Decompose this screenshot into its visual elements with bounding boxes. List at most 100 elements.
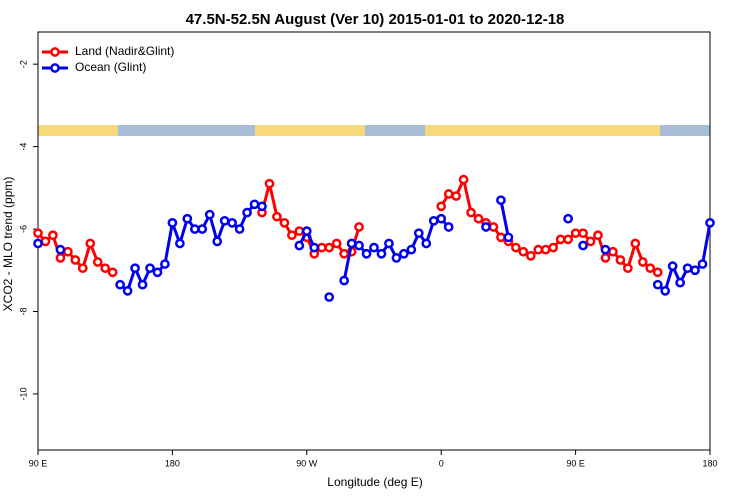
- data-point: [623, 263, 633, 274]
- data-point: [630, 238, 641, 249]
- legend-label: Ocean (Glint): [75, 60, 146, 74]
- x-axis-label: Longitude (deg E): [327, 475, 422, 489]
- legend-label: Land (Nadir&Glint): [75, 44, 174, 58]
- data-point: [406, 244, 417, 255]
- data-point: [413, 228, 424, 239]
- data-point: [443, 189, 454, 199]
- data-point: [451, 191, 461, 201]
- data-point: [294, 240, 305, 251]
- data-point: [525, 250, 536, 261]
- x-tick-label: 90 E: [29, 458, 48, 468]
- y-tick-label: -2: [18, 60, 28, 68]
- data-point: [533, 244, 544, 255]
- data-point: [496, 195, 506, 206]
- data-point: [175, 238, 185, 249]
- data-point: [608, 246, 618, 257]
- data-point: [257, 201, 267, 212]
- land-ocean-strip: [38, 125, 710, 136]
- data-point: [272, 211, 282, 222]
- y-tick-label: -10: [18, 387, 28, 400]
- data-point: [682, 263, 693, 274]
- data-point: [511, 242, 521, 253]
- data-point: [399, 248, 409, 259]
- data-point: [376, 248, 387, 259]
- data-point: [33, 228, 43, 239]
- data-point: [122, 286, 133, 296]
- data-point: [137, 279, 148, 290]
- legend: Land (Nadir&Glint) Ocean (Glint): [42, 44, 174, 74]
- series-line: [439, 178, 659, 274]
- data-point: [384, 238, 394, 249]
- data-point: [421, 238, 432, 249]
- data-point: [645, 263, 656, 274]
- data-point: [145, 263, 155, 274]
- data-point: [690, 265, 700, 276]
- data-point: [152, 267, 163, 278]
- x-tick-label: 0: [439, 458, 444, 468]
- data-point: [667, 261, 678, 271]
- data-point: [197, 224, 208, 234]
- data-point: [540, 244, 551, 255]
- data-point: [287, 230, 297, 241]
- data-point: [301, 226, 312, 236]
- x-tick-label: 180: [165, 458, 180, 468]
- data-point: [249, 199, 260, 210]
- data-point: [100, 263, 111, 274]
- data-point: [563, 213, 573, 224]
- y-axis-label: XCO2 - MLO trend (ppm): [1, 177, 15, 312]
- data-point: [316, 242, 327, 253]
- y-tick-label: -8: [18, 307, 28, 315]
- data-point: [503, 232, 514, 243]
- data-point: [436, 201, 447, 212]
- plot-frame: [37, 31, 711, 451]
- data-point: [107, 267, 118, 278]
- data-point: [167, 218, 178, 228]
- data-point: [309, 242, 320, 253]
- data-point: [48, 230, 58, 241]
- data-point: [63, 246, 73, 257]
- data-point: [578, 240, 588, 251]
- data-point: [92, 257, 103, 267]
- data-point: [324, 242, 335, 253]
- data-point: [391, 253, 402, 263]
- data-point: [436, 213, 447, 224]
- data-point: [115, 279, 125, 290]
- data-point: [331, 238, 342, 249]
- data-point: [578, 228, 588, 239]
- data-point: [705, 218, 715, 228]
- data-point: [204, 209, 215, 220]
- data-point: [354, 240, 364, 251]
- data-point: [40, 236, 51, 247]
- data-point: [339, 248, 349, 259]
- data-point: [637, 257, 648, 267]
- data-point: [354, 222, 364, 232]
- data-point: [85, 238, 96, 249]
- data-point: [70, 255, 81, 265]
- data-point: [496, 232, 506, 243]
- data-point: [234, 224, 245, 234]
- data-point: [130, 263, 140, 274]
- data-point: [466, 207, 476, 218]
- data-point: [585, 236, 596, 247]
- data-point: [481, 222, 491, 232]
- data-point: [242, 207, 252, 218]
- y-tick-label: -4: [18, 143, 28, 151]
- series-line: [499, 199, 510, 238]
- data-point: [294, 226, 305, 236]
- data-point: [600, 253, 611, 263]
- x-tick-label: 180: [702, 458, 717, 468]
- data-point: [212, 236, 223, 247]
- data-point: [443, 222, 454, 232]
- data-point: [660, 286, 671, 296]
- data-point: [219, 215, 230, 226]
- data-point: [55, 244, 66, 255]
- data-point: [570, 228, 581, 239]
- data-point: [77, 263, 88, 274]
- data-point: [346, 238, 357, 249]
- data-point: [675, 277, 685, 288]
- data-point: [458, 174, 469, 185]
- data-point: [33, 238, 43, 249]
- data-point: [518, 246, 529, 257]
- data-point: [339, 275, 349, 286]
- data-point: [555, 234, 566, 245]
